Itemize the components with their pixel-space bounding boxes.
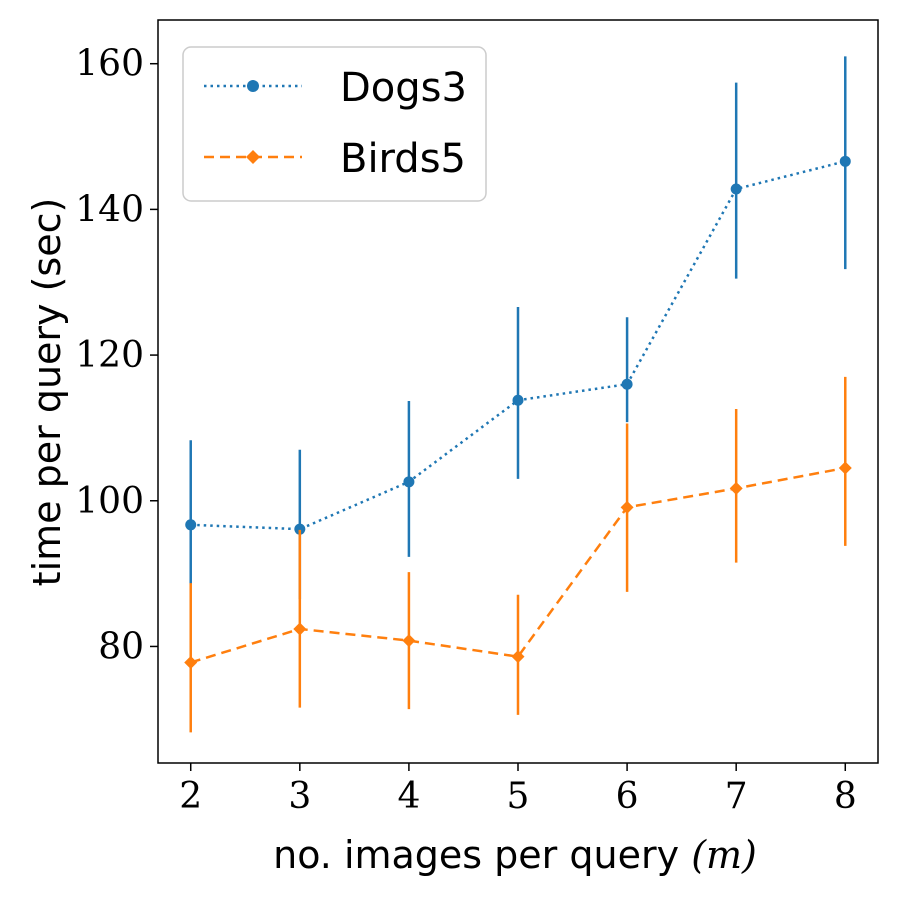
data-point-birds5: [729, 481, 743, 495]
y-tick-label: 100: [75, 481, 144, 522]
data-point-birds5: [620, 500, 634, 514]
x-tick-label: 6: [616, 776, 639, 817]
y-axis-label: time per query (sec): [25, 198, 69, 587]
legend-label-dogs3: Dogs3: [340, 65, 467, 111]
data-point-dogs3: [403, 476, 415, 488]
data-point-birds5: [402, 634, 416, 648]
x-tick-label: 3: [288, 776, 311, 817]
data-point-dogs3: [730, 183, 742, 195]
x-tick-label: 4: [397, 776, 420, 817]
y-tick-label: 160: [75, 44, 144, 85]
data-point-birds5: [293, 622, 307, 636]
y-axis-ticks: 80 100 120 140 160: [75, 44, 158, 667]
x-axis-label-text: no. images per query: [273, 833, 679, 877]
x-axis-label: no. images per query (m): [273, 833, 757, 877]
data-point-dogs3: [294, 523, 306, 535]
data-point-dogs3: [621, 378, 633, 390]
y-tick-label: 140: [75, 189, 144, 230]
x-tick-label: 7: [725, 776, 748, 817]
data-point-birds5: [184, 655, 198, 669]
x-tick-label: 8: [834, 776, 857, 817]
data-point-birds5: [511, 650, 525, 664]
axes-layer: 2 3 4 5 6 7 8 80 100 120 140 160: [75, 19, 879, 817]
legend: Dogs3 Birds5: [182, 46, 487, 202]
legend-label-birds5: Birds5: [340, 136, 466, 182]
x-axis-label-variable: (m): [691, 833, 757, 877]
legend-marker-dogs3: [247, 80, 259, 92]
x-axis-ticks: 2 3 4 5 6 7 8: [179, 763, 857, 817]
x-tick-label: 5: [507, 776, 530, 817]
series-dogs3: [185, 56, 851, 600]
data-point-dogs3: [185, 519, 197, 531]
series-birds5: [184, 376, 852, 733]
y-tick-label: 80: [98, 626, 144, 667]
x-tick-label: 2: [179, 776, 202, 817]
legend-marker-birds5: [246, 150, 260, 164]
data-point-birds5: [838, 461, 852, 475]
plot-content: [184, 56, 852, 733]
y-tick-label: 120: [75, 335, 144, 376]
data-point-dogs3: [512, 394, 524, 406]
data-point-dogs3: [839, 155, 851, 167]
